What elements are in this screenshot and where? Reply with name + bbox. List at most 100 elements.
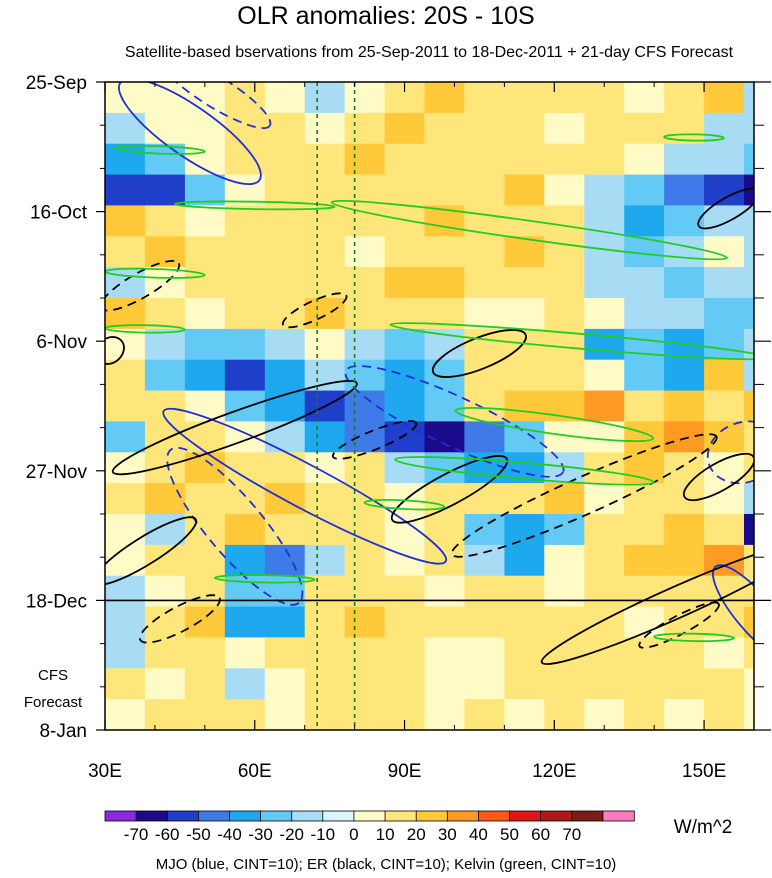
anomaly-cell [384, 637, 426, 669]
anomaly-cell [304, 112, 346, 145]
anomaly-cell [224, 637, 266, 669]
anomaly-cell [105, 483, 146, 515]
mjo-contour [344, 365, 565, 478]
anomaly-cell [624, 205, 665, 237]
anomaly-cell [744, 637, 754, 669]
anomaly-cell [144, 82, 186, 114]
colorbar-tick-label: 40 [469, 825, 488, 844]
anomaly-cell [384, 143, 426, 176]
anomaly-cell [105, 174, 146, 207]
anomaly-cell [664, 637, 705, 669]
anomaly-cell [224, 359, 266, 392]
anomaly-cell [384, 236, 426, 268]
anomaly-cell [224, 483, 266, 515]
anomaly-cell [304, 298, 346, 330]
anomaly-cell [304, 606, 346, 639]
anomaly-cell [304, 82, 346, 114]
anomaly-cell [344, 205, 386, 237]
anomaly-cell [544, 82, 585, 114]
anomaly-cell [144, 606, 186, 639]
anomaly-cell [384, 205, 426, 237]
anomaly-cell [264, 359, 306, 392]
anomaly-cell [704, 328, 745, 361]
anomaly-cell [664, 298, 705, 330]
colorbar-tick-label: 30 [438, 825, 457, 844]
anomaly-cell [264, 112, 306, 145]
anomaly-cell [344, 606, 386, 639]
anomaly-cell [144, 544, 186, 577]
anomaly-cell [304, 328, 346, 361]
anomaly-cell [744, 267, 754, 299]
anomaly-cell [184, 328, 226, 361]
anomaly-cell [664, 359, 705, 392]
anomaly-cell [264, 143, 306, 176]
anomaly-cell [464, 668, 505, 700]
anomaly-cell [224, 699, 266, 730]
anomaly-cell [504, 359, 545, 392]
anomaly-cell [105, 452, 146, 484]
anomaly-cell [504, 606, 545, 639]
anomaly-cell [424, 174, 465, 207]
anomaly-cell [584, 236, 625, 268]
anomaly-cell [544, 483, 585, 515]
y-tick-label: 6-Nov [36, 332, 87, 353]
anomaly-cell [504, 699, 545, 730]
anomaly-cell [584, 390, 625, 423]
anomaly-cell [464, 143, 505, 176]
anomaly-cell [384, 606, 426, 639]
anomaly-cell [504, 483, 545, 515]
anomaly-cell [424, 575, 465, 608]
anomaly-cell [264, 174, 306, 207]
anomaly-cell [264, 390, 306, 423]
er-contour [111, 380, 358, 476]
anomaly-cell [264, 267, 306, 299]
er-contour [138, 594, 221, 644]
anomaly-cell [105, 112, 146, 145]
anomaly-cell [744, 544, 754, 577]
anomaly-cell [264, 483, 306, 515]
anomaly-cell [624, 174, 665, 207]
mjo-contour [162, 407, 448, 565]
kelvin-contour [363, 499, 446, 511]
anomaly-cell [504, 637, 545, 669]
anomaly-cell [424, 82, 465, 114]
anomaly-cell [744, 205, 754, 237]
er-contour [697, 187, 754, 230]
anomaly-cell [144, 236, 186, 268]
kelvin-contour [214, 574, 316, 584]
anomaly-cell [704, 205, 745, 237]
anomaly-cell [624, 699, 665, 730]
anomaly-cell [264, 544, 306, 577]
colorbar-tick-label: 50 [500, 825, 519, 844]
anomaly-cell [584, 82, 625, 114]
kelvin-contour [389, 322, 754, 361]
anomaly-cell [105, 544, 146, 577]
anomaly-cell [624, 143, 665, 176]
anomaly-cell [624, 112, 665, 145]
anomaly-cell [184, 606, 226, 639]
er-contour [105, 336, 125, 365]
colorbar-swatch [135, 810, 168, 822]
anomaly-cell [624, 359, 665, 392]
er-contour [431, 329, 527, 378]
colorbar-swatch [353, 810, 386, 822]
colorbar-swatch [291, 810, 324, 822]
anomaly-cell [624, 421, 665, 453]
anomaly-cell [544, 298, 585, 330]
anomaly-cell [304, 483, 346, 515]
anomaly-cell [344, 668, 386, 700]
kelvin-contour [653, 632, 735, 643]
colorbar-swatch [602, 810, 635, 822]
anomaly-cell [144, 205, 186, 237]
anomaly-cell [464, 390, 505, 423]
anomaly-cell [704, 699, 745, 730]
colorbar-swatch [166, 810, 199, 822]
anomaly-cell [304, 699, 346, 730]
er-contour [105, 259, 181, 312]
anomaly-cell [344, 544, 386, 577]
anomaly-cell [544, 606, 585, 639]
anomaly-cell [744, 174, 754, 207]
anomaly-cell [744, 668, 754, 700]
anomaly-cell [424, 236, 465, 268]
